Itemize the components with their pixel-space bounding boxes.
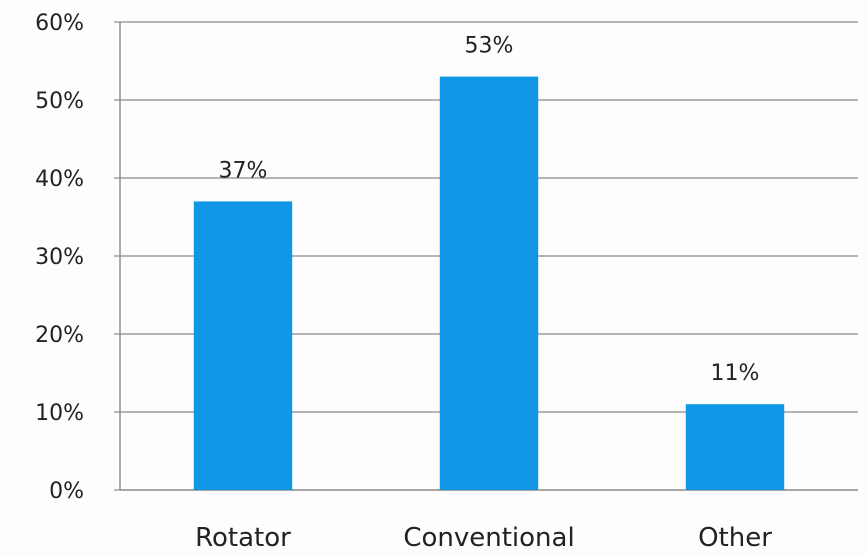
- labels: 0% 10% 20% 30% 40% 50% 60% 37% Rotator 53% Convent…: [35, 11, 772, 553]
- y-tick-label: 50%: [35, 89, 84, 114]
- y-tick-label: 10%: [35, 401, 84, 426]
- x-tick-label-rotator: Rotator: [195, 523, 291, 553]
- data-label-other: 11%: [711, 361, 760, 386]
- y-tick-label: 60%: [35, 11, 84, 36]
- data-label-rotator: 37%: [219, 158, 268, 183]
- y-tick-label: 40%: [35, 167, 84, 192]
- y-tick-label: 20%: [35, 323, 84, 348]
- bars: [193, 76, 785, 490]
- bar-rotator: [193, 201, 293, 490]
- x-tick-label-other: Other: [698, 523, 772, 553]
- bar-other: [685, 404, 785, 490]
- bar-conventional: [439, 76, 539, 490]
- y-tick-label: 30%: [35, 245, 84, 270]
- data-label-conventional: 53%: [465, 34, 514, 59]
- y-tick-label: 0%: [49, 479, 84, 504]
- x-tick-label-conventional: Conventional: [403, 523, 574, 553]
